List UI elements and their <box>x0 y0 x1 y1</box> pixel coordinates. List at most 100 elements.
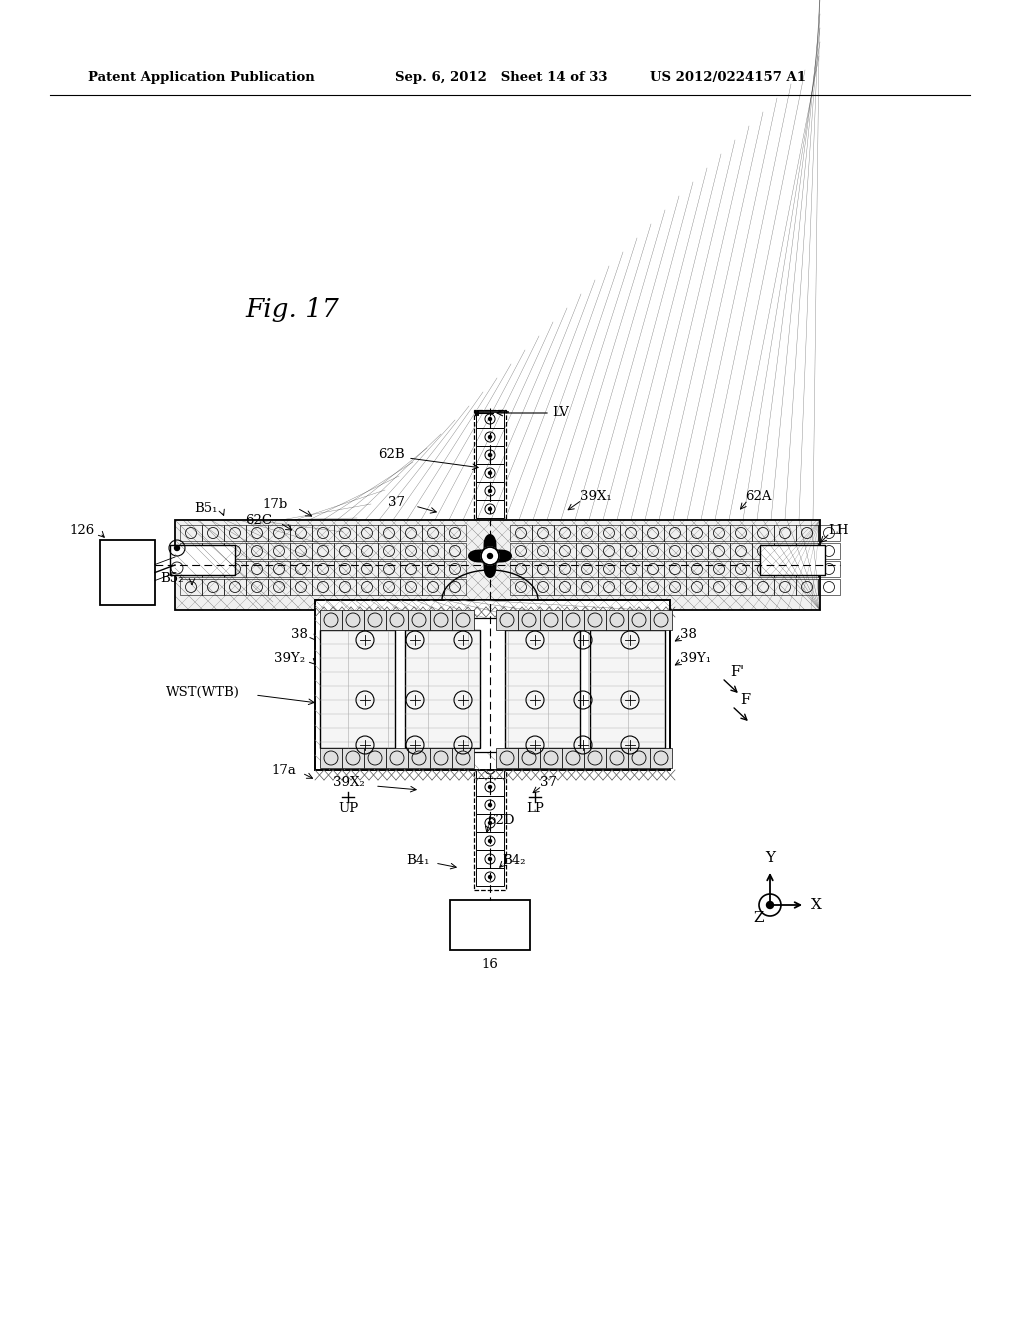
Bar <box>476 814 504 832</box>
Bar <box>686 579 708 595</box>
Text: 39Y₂: 39Y₂ <box>273 652 305 664</box>
Bar <box>180 579 202 595</box>
Bar <box>730 579 752 595</box>
Bar <box>620 561 642 577</box>
Bar <box>170 545 234 576</box>
Bar <box>476 446 504 465</box>
Bar <box>476 777 504 796</box>
Bar <box>518 610 540 630</box>
Bar <box>386 610 408 630</box>
Bar <box>224 543 246 558</box>
Text: 37: 37 <box>540 776 557 789</box>
Bar <box>180 525 202 541</box>
Bar <box>686 561 708 577</box>
Circle shape <box>488 436 492 438</box>
Bar <box>510 543 532 558</box>
Circle shape <box>488 454 492 457</box>
Text: 16: 16 <box>481 958 499 972</box>
Circle shape <box>488 490 492 492</box>
Bar <box>312 525 334 541</box>
Bar <box>796 561 818 577</box>
Bar <box>686 543 708 558</box>
Bar <box>664 543 686 558</box>
Text: US 2012/0224157 A1: US 2012/0224157 A1 <box>650 71 806 84</box>
Bar <box>100 540 155 605</box>
Bar <box>422 543 444 558</box>
Bar <box>430 748 452 768</box>
Bar <box>606 610 628 630</box>
Bar <box>598 543 620 558</box>
Bar <box>334 543 356 558</box>
Text: 39X₂: 39X₂ <box>333 776 365 789</box>
Bar <box>752 543 774 558</box>
Bar <box>444 561 466 577</box>
Bar <box>356 579 378 595</box>
Bar <box>554 579 575 595</box>
Text: 62D: 62D <box>487 813 514 826</box>
Bar <box>774 543 796 558</box>
Bar <box>342 610 364 630</box>
Bar <box>334 561 356 577</box>
Bar <box>334 579 356 595</box>
Bar <box>496 610 518 630</box>
Bar <box>818 543 840 558</box>
Bar <box>476 428 504 446</box>
Bar <box>290 579 312 595</box>
Bar <box>620 543 642 558</box>
Text: 17b: 17b <box>263 499 288 511</box>
Bar <box>650 610 672 630</box>
Bar <box>444 579 466 595</box>
Bar <box>476 500 504 517</box>
Text: 37: 37 <box>388 496 406 510</box>
Bar <box>476 796 504 814</box>
Bar <box>584 748 606 768</box>
Bar <box>575 561 598 577</box>
Circle shape <box>488 767 492 771</box>
Bar <box>312 543 334 558</box>
Bar <box>202 579 224 595</box>
Bar <box>315 601 670 770</box>
Bar <box>290 543 312 558</box>
Bar <box>590 630 665 748</box>
Bar <box>386 748 408 768</box>
Bar <box>774 579 796 595</box>
Bar <box>408 610 430 630</box>
Bar <box>246 579 268 595</box>
Text: 39X₁: 39X₁ <box>580 491 611 503</box>
Bar <box>562 610 584 630</box>
Bar <box>175 520 820 610</box>
Bar <box>364 610 386 630</box>
Bar <box>752 561 774 577</box>
Bar <box>290 561 312 577</box>
Text: F': F' <box>730 665 744 678</box>
Bar <box>598 525 620 541</box>
Text: Fig. 17: Fig. 17 <box>245 297 339 322</box>
Bar <box>598 561 620 577</box>
Text: B5₁: B5₁ <box>195 502 218 515</box>
Circle shape <box>488 804 492 807</box>
Bar <box>575 579 598 595</box>
Text: X: X <box>811 898 822 912</box>
Bar <box>796 525 818 541</box>
Bar <box>642 543 664 558</box>
Circle shape <box>488 507 492 511</box>
Bar <box>554 525 575 541</box>
Bar <box>476 850 504 869</box>
Bar <box>422 561 444 577</box>
Bar <box>818 561 840 577</box>
Text: UP: UP <box>338 801 358 814</box>
Bar <box>400 561 422 577</box>
Bar <box>554 543 575 558</box>
Bar <box>575 525 598 541</box>
Bar <box>333 618 652 752</box>
Bar <box>378 561 400 577</box>
Bar <box>650 748 672 768</box>
Bar <box>532 525 554 541</box>
Bar <box>202 543 224 558</box>
Text: B5₂: B5₂ <box>161 572 184 585</box>
Bar <box>796 579 818 595</box>
Text: LH: LH <box>828 524 849 536</box>
Circle shape <box>488 471 492 474</box>
Bar <box>575 543 598 558</box>
Bar <box>476 760 504 777</box>
